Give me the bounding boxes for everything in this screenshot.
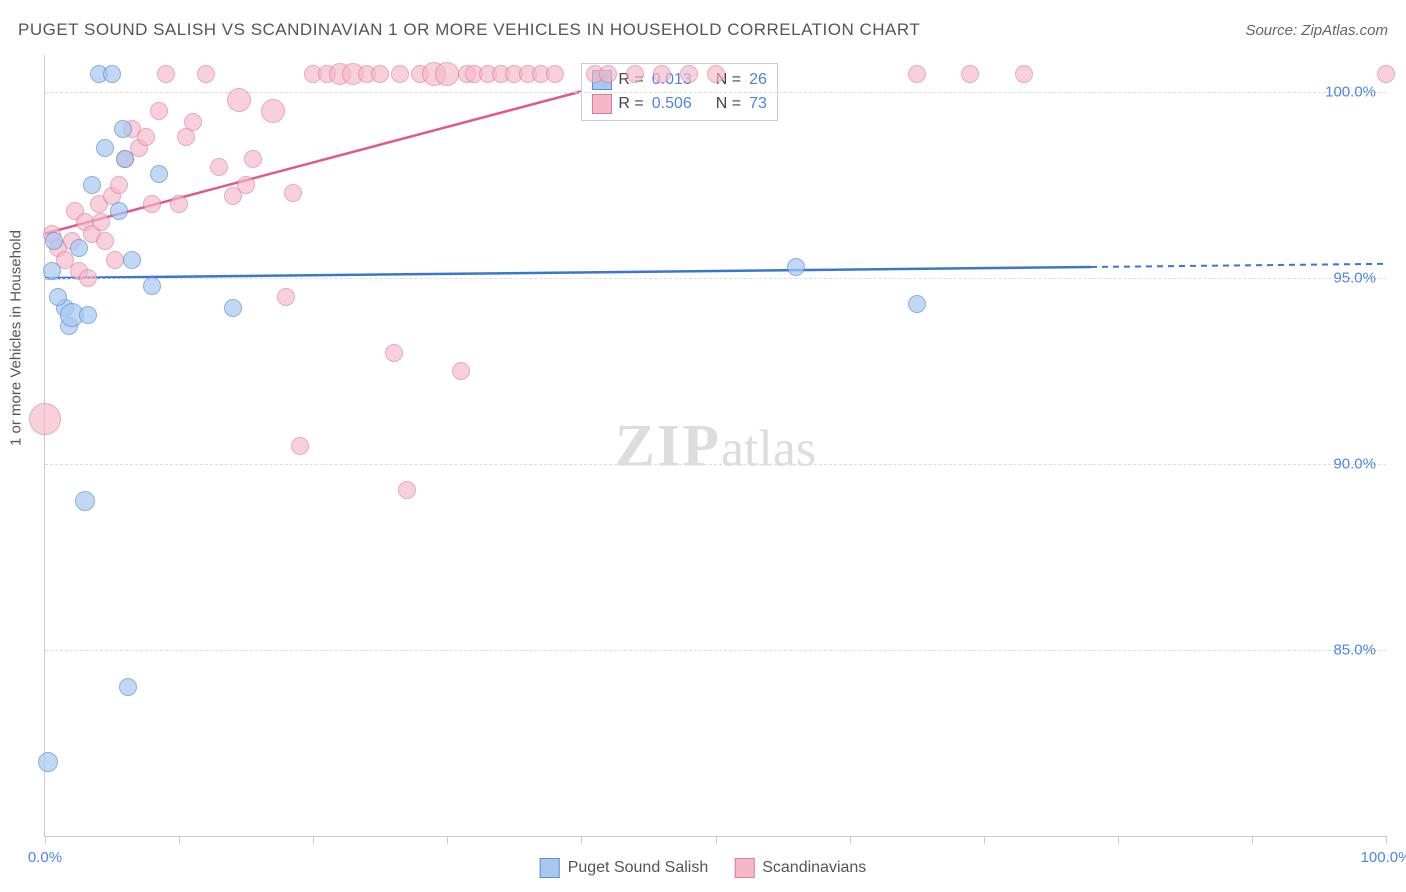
data-point xyxy=(707,65,725,83)
y-axis-label: 1 or more Vehicles in Household xyxy=(8,230,25,446)
data-point xyxy=(787,258,805,276)
data-point xyxy=(197,65,215,83)
data-point xyxy=(284,184,302,202)
watermark: ZIPatlas xyxy=(615,411,816,480)
data-point xyxy=(626,65,644,83)
data-point xyxy=(157,65,175,83)
data-point xyxy=(119,678,137,696)
x-tick xyxy=(1118,836,1119,844)
grid-line xyxy=(45,650,1386,651)
data-point xyxy=(75,491,95,511)
x-tick xyxy=(581,836,582,844)
data-point xyxy=(224,299,242,317)
x-tick xyxy=(313,836,314,844)
data-point xyxy=(908,65,926,83)
chart-area: ZIPatlas R =0.013N =26R =0.506N =73 85.0… xyxy=(44,55,1386,837)
data-point xyxy=(398,481,416,499)
y-tick-label: 95.0% xyxy=(1333,270,1376,287)
data-point xyxy=(103,65,121,83)
data-point xyxy=(38,752,58,772)
data-point xyxy=(143,195,161,213)
data-point xyxy=(244,150,262,168)
data-point xyxy=(291,437,309,455)
data-point xyxy=(277,288,295,306)
data-point xyxy=(680,65,698,83)
data-point xyxy=(96,232,114,250)
data-point xyxy=(70,239,88,257)
chart-title: PUGET SOUND SALISH VS SCANDINAVIAN 1 OR … xyxy=(18,20,920,40)
data-point xyxy=(114,120,132,138)
data-point xyxy=(908,295,926,313)
data-point xyxy=(79,306,97,324)
legend-swatch-blue xyxy=(540,858,560,878)
data-point xyxy=(391,65,409,83)
data-point xyxy=(184,113,202,131)
x-tick xyxy=(1252,836,1253,844)
data-point xyxy=(110,176,128,194)
x-tick xyxy=(45,836,46,844)
source-label: Source: ZipAtlas.com xyxy=(1245,22,1388,39)
data-point xyxy=(43,262,61,280)
data-point xyxy=(1015,65,1033,83)
data-point xyxy=(137,128,155,146)
data-point xyxy=(599,65,617,83)
trend-lines xyxy=(45,55,1386,836)
x-tick xyxy=(984,836,985,844)
data-point xyxy=(45,232,63,250)
data-point xyxy=(371,65,389,83)
bottom-legend: Puget Sound Salish Scandinavians xyxy=(540,858,867,878)
y-tick-label: 90.0% xyxy=(1333,456,1376,473)
y-tick-label: 100.0% xyxy=(1325,84,1376,101)
data-point xyxy=(170,195,188,213)
data-point xyxy=(150,165,168,183)
grid-line xyxy=(45,278,1386,279)
legend-label-blue: Puget Sound Salish xyxy=(568,859,709,877)
data-point xyxy=(79,269,97,287)
x-tick-label: 100.0% xyxy=(1361,849,1406,866)
x-tick xyxy=(716,836,717,844)
data-point xyxy=(92,213,110,231)
data-point xyxy=(961,65,979,83)
y-tick-label: 85.0% xyxy=(1333,642,1376,659)
data-point xyxy=(653,65,671,83)
data-point xyxy=(123,251,141,269)
data-point xyxy=(83,176,101,194)
data-point xyxy=(49,288,67,306)
data-point xyxy=(237,176,255,194)
data-point xyxy=(210,158,228,176)
legend-swatch-pink xyxy=(734,858,754,878)
data-point xyxy=(106,251,124,269)
x-tick xyxy=(179,836,180,844)
x-tick xyxy=(1386,836,1387,844)
data-point xyxy=(29,403,61,435)
data-point xyxy=(227,88,251,112)
x-tick xyxy=(447,836,448,844)
data-point xyxy=(546,65,564,83)
legend-label-pink: Scandinavians xyxy=(762,859,866,877)
data-point xyxy=(385,344,403,362)
x-tick xyxy=(850,836,851,844)
data-point xyxy=(110,202,128,220)
data-point xyxy=(452,362,470,380)
grid-line xyxy=(45,464,1386,465)
data-point xyxy=(1377,65,1395,83)
data-point xyxy=(150,102,168,120)
swatch-icon xyxy=(592,94,612,114)
data-point xyxy=(435,62,459,86)
data-point xyxy=(261,99,285,123)
data-point xyxy=(143,277,161,295)
stats-row: R =0.506N =73 xyxy=(592,92,766,116)
data-point xyxy=(96,139,114,157)
x-tick-label: 0.0% xyxy=(28,849,62,866)
data-point xyxy=(116,150,134,168)
